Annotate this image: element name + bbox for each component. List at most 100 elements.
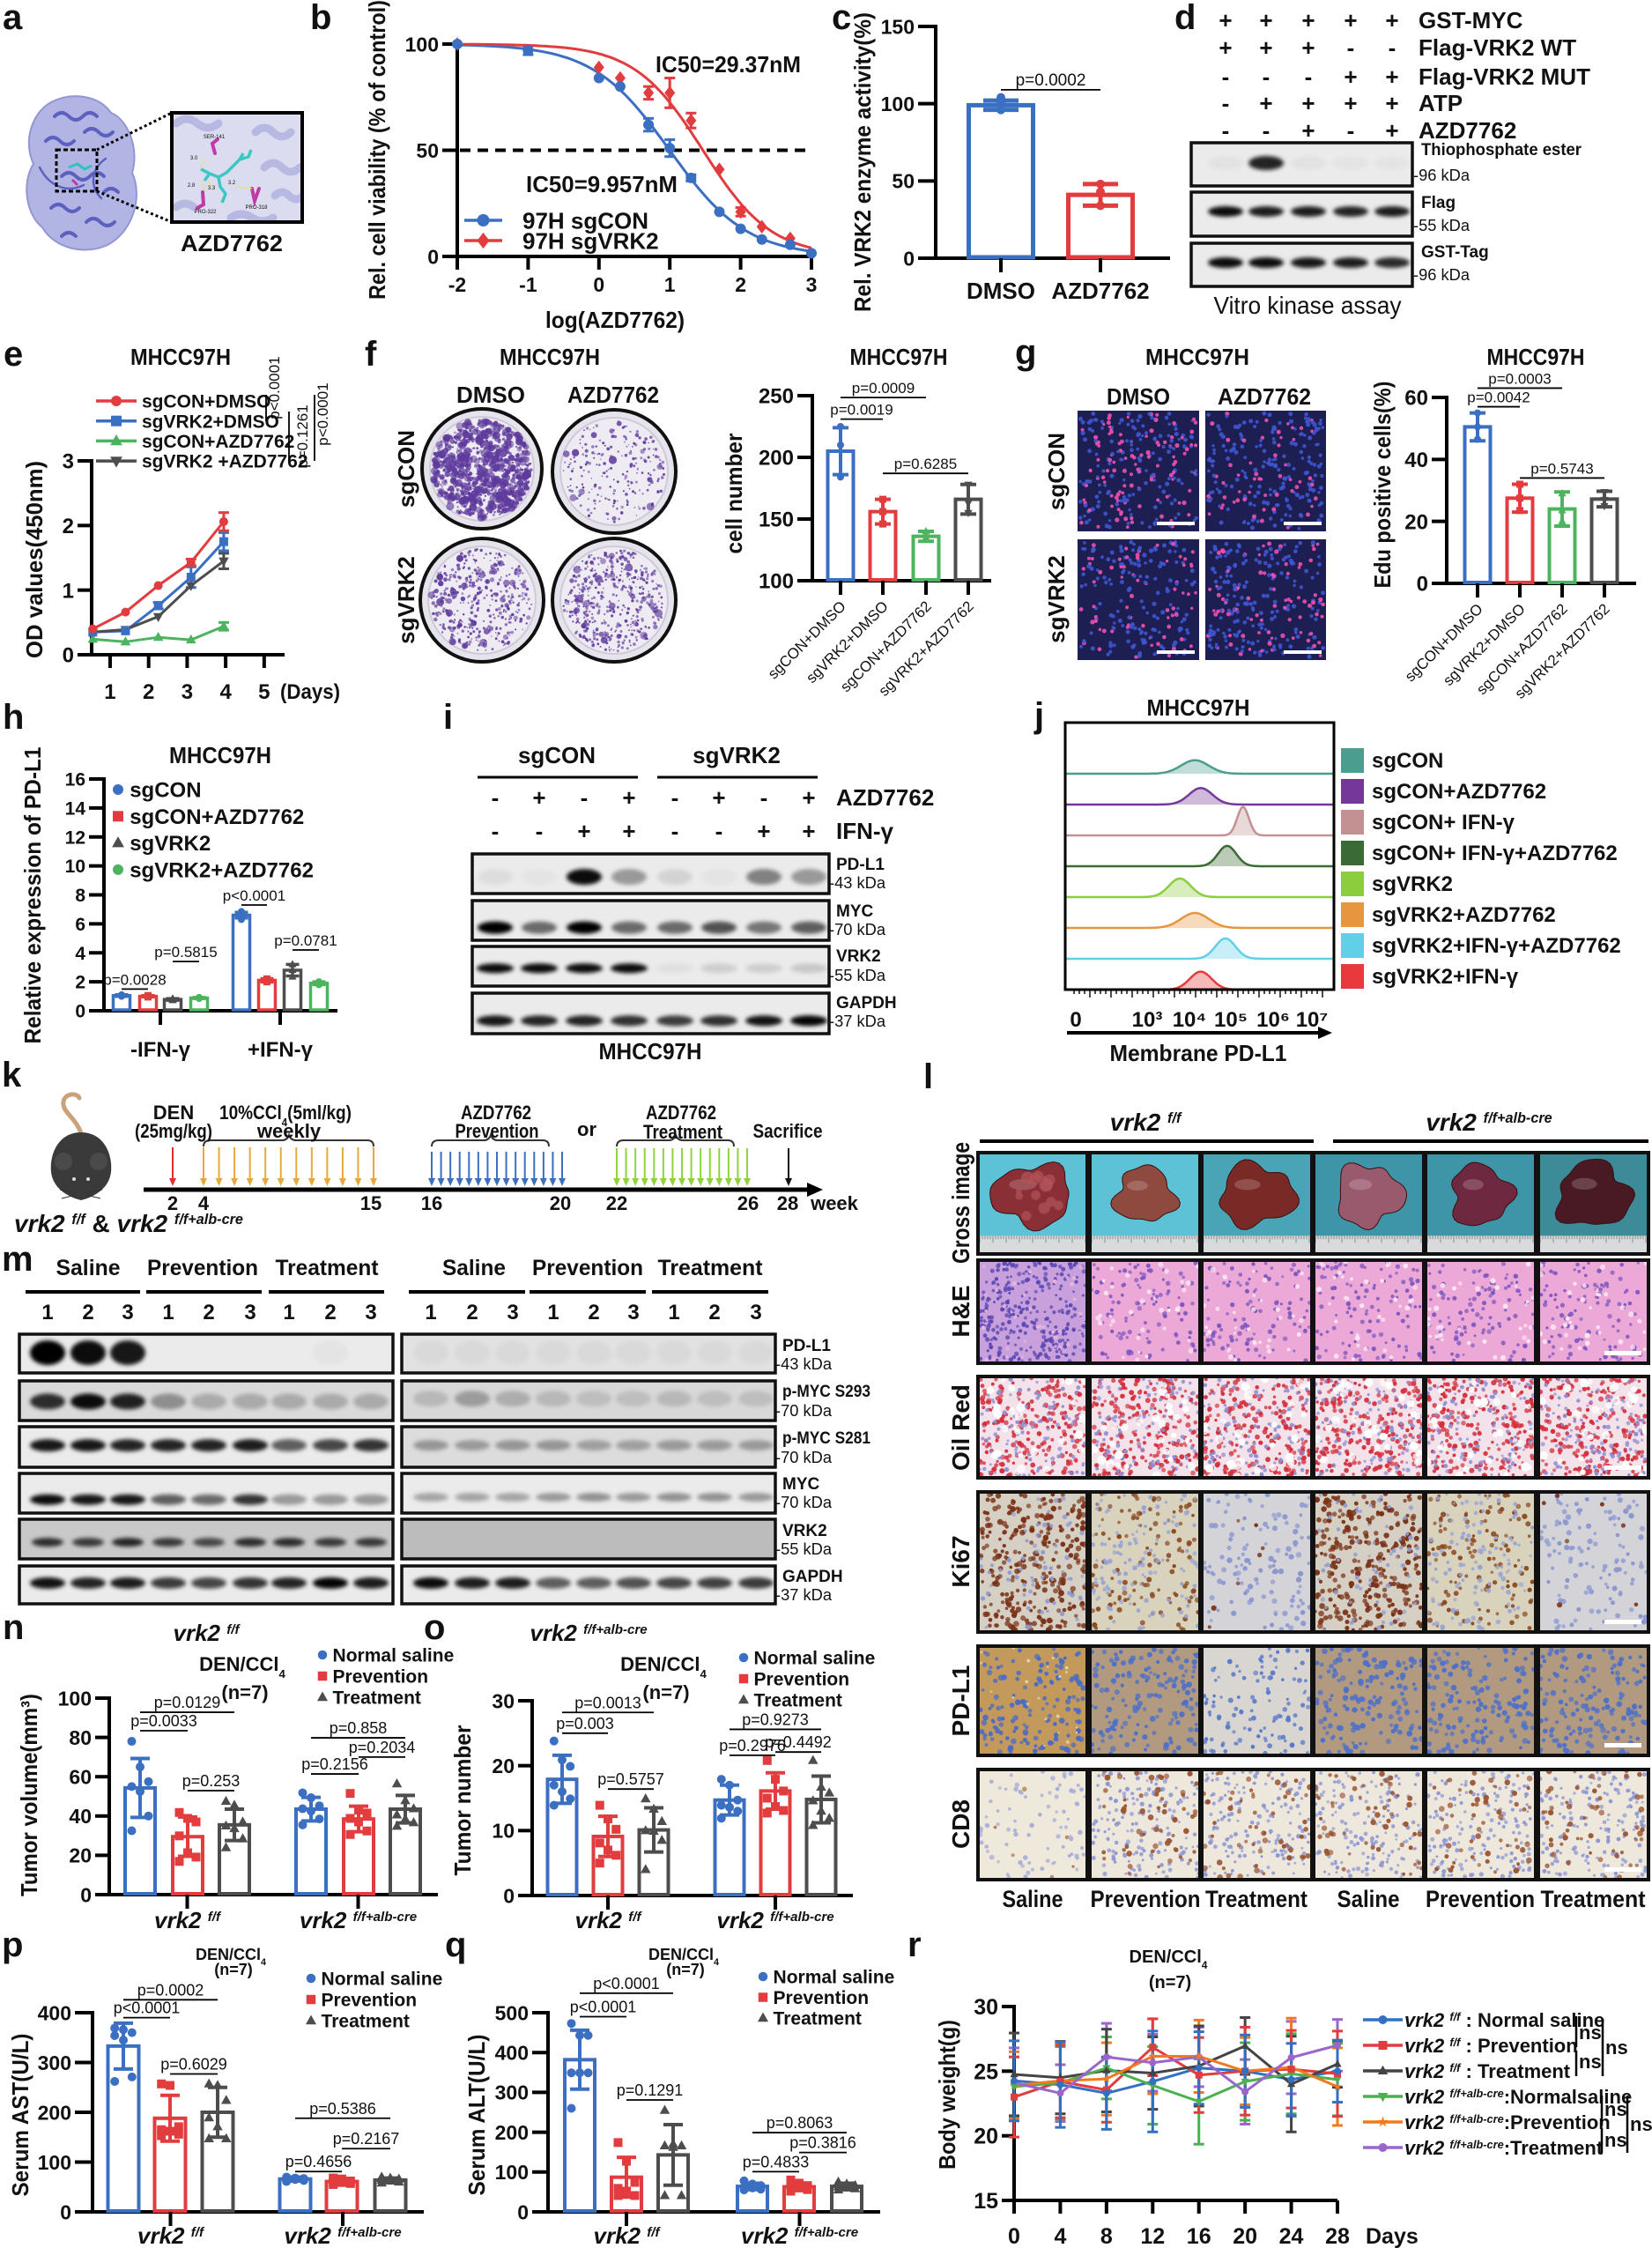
condition-sign: + [622,784,635,811]
step-dose: (25mg/kg) [135,1120,212,1142]
legend-marker [757,2012,769,2022]
mw-marker: -55 kDa [775,1540,833,1558]
pdl1-ihc-image [1312,1644,1426,1757]
data-point [127,1782,137,1792]
data-point [762,1808,772,1818]
significance-annotation: p=0.0033 [130,1712,197,1732]
legend-item: Normal saline [758,1968,894,1988]
blot-band [413,1340,448,1366]
data-point [127,1826,137,1836]
panel-k: k vrk2 f/f & vrk2 f/f+alb-cre DEN [2,1056,859,1237]
legend-marker [1377,2093,1389,2103]
condition-sign: - [1347,34,1355,61]
y-tick-label: 4 [75,944,85,964]
tissue-field [1202,1492,1312,1632]
cd8-ihc-image [976,1768,1089,1881]
column-label: DMSO [1107,383,1170,410]
y-tick-label: 60 [1404,387,1428,411]
x-tick-label: 10⁷ [1296,1008,1329,1032]
x-group-label: vrk2 f/f+alb-cre [300,1907,417,1933]
lane-number: 2 [324,1301,336,1324]
legend: sgCON+DMSOsgVRK2+DMSOsgCON+AZD7762sgVRK2… [96,392,308,472]
legend-label: Treatment [754,1691,842,1711]
data-point [1286,2080,1296,2088]
axes: 0 10 20 30 [492,1689,853,1907]
blot-frame [400,1517,777,1561]
data-point [408,1803,419,1813]
panel-label: i [443,698,453,737]
legend-label: sgVRK2 [130,832,211,856]
data-point [1149,2044,1157,2051]
error-bar [114,2021,133,2071]
legend-item: vrk2 f/f+alb-cre:Treatment [1363,2137,1604,2159]
oil-red-image [976,1375,1089,1480]
legend-label: 97H sgVRK2 [522,227,659,254]
y-tick-label: 50 [892,170,915,193]
blot-frame [18,1564,395,1606]
scale-bar [1604,1465,1641,1470]
model-label: DEN/CCl4 [199,1653,285,1680]
blot-frame [1189,241,1414,288]
x-tick-label: 1 [104,680,115,704]
p-value-label: p=0.0002 [137,1981,204,1999]
blot-band [1208,257,1243,269]
column-label: Saline [1003,1886,1063,1912]
x-tick-label: -1 [519,273,537,296]
condition-sign: - [1263,63,1270,90]
week-label: 4 [198,1192,210,1214]
condition-sign: + [1344,7,1357,33]
blot-vrk2-ff [18,1517,395,1561]
pdl1-expression-bar-chart: 0 2 4 6 8 10 12 14 16 -IFN-γ +IFN-γ p=0.0028 p=0.581… [65,770,337,1062]
y-tick-label: 300 [495,2081,529,2104]
blot-band [151,1577,186,1589]
y-tick-label: 50 [416,139,439,162]
x-tick-label: 4 [219,680,232,704]
panel-label: q [445,1925,466,1964]
blot-band [315,1538,346,1547]
p-value-label: p=0.4656 [285,2153,352,2170]
x-tick-label: 12 [1140,2224,1165,2248]
legend-label: Treatment [774,2009,862,2029]
legend-label: Normal saline [322,1970,443,1990]
pdl1-ihc-image [976,1644,1089,1757]
mw-marker: -70 kDa [775,1494,833,1511]
blot-band [566,1015,603,1027]
error-bar [115,993,129,998]
p-value-label: p=0.0003 [1488,370,1551,387]
mw-marker: -70 kDa [829,921,886,939]
p-value-label: p=0.2156 [301,1755,368,1773]
blot-band [32,1538,63,1547]
blot-band [616,1440,651,1451]
column-label: Treatment [1541,1886,1646,1912]
distance-label: 3.2 [228,181,236,186]
proliferation-line-chart: 0 1 2 3 1 2 3 4 5 sgCON+DMSOsgVRK2+DMSOsgCON+AZD7… [63,392,308,704]
mw-marker: -70 kDa [775,1449,833,1466]
condition-sign: + [1301,7,1315,33]
blot-band [576,1440,611,1451]
legend-marker [316,1691,329,1702]
scale-bar [1604,1867,1641,1872]
ki67-ihc-image [1424,1490,1537,1634]
data-point [1334,2042,1341,2049]
x-axis-labels: vrk2 f/f vrk2 f/f+alb-cre [137,2212,402,2248]
blot-band [413,1577,448,1589]
blot-band [413,1493,448,1502]
data-point [174,2122,183,2132]
legend-label: sgVRK2 [1372,872,1453,896]
data-point [237,1816,248,1826]
blot-label: Thiophosphate ester [1421,141,1582,160]
y-tick-label: 12 [65,827,85,848]
legend-item: sgVRK2+AZD7762 [1341,902,1556,927]
legend-marker [1378,2143,1388,2152]
lane-number: 3 [627,1301,639,1324]
x-tick-label: 1 [664,273,676,296]
blot-band [313,1340,348,1365]
error-bar [208,2085,227,2140]
x-axis-labels: vrk2 f/f vrk2 f/f+alb-cre [575,1896,834,1933]
data-point [676,2140,687,2149]
data-point [191,1817,201,1827]
error-bar [1512,482,1528,515]
blot-band [746,921,782,934]
y-tick-label: 150 [881,15,915,38]
